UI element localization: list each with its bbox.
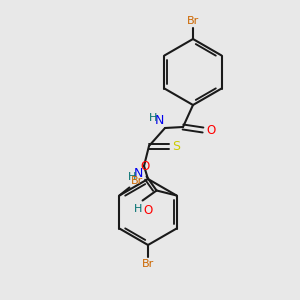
Text: Br: Br: [130, 176, 143, 185]
Text: H: H: [148, 113, 157, 123]
Text: N: N: [154, 114, 164, 127]
Text: O: O: [206, 124, 215, 136]
Text: O: O: [144, 203, 153, 217]
Text: N: N: [134, 167, 143, 180]
Text: Br: Br: [142, 259, 154, 269]
Text: Br: Br: [187, 16, 199, 26]
Text: O: O: [140, 160, 149, 172]
Text: H: H: [134, 203, 142, 214]
Text: S: S: [172, 140, 180, 152]
Text: H: H: [128, 172, 136, 182]
